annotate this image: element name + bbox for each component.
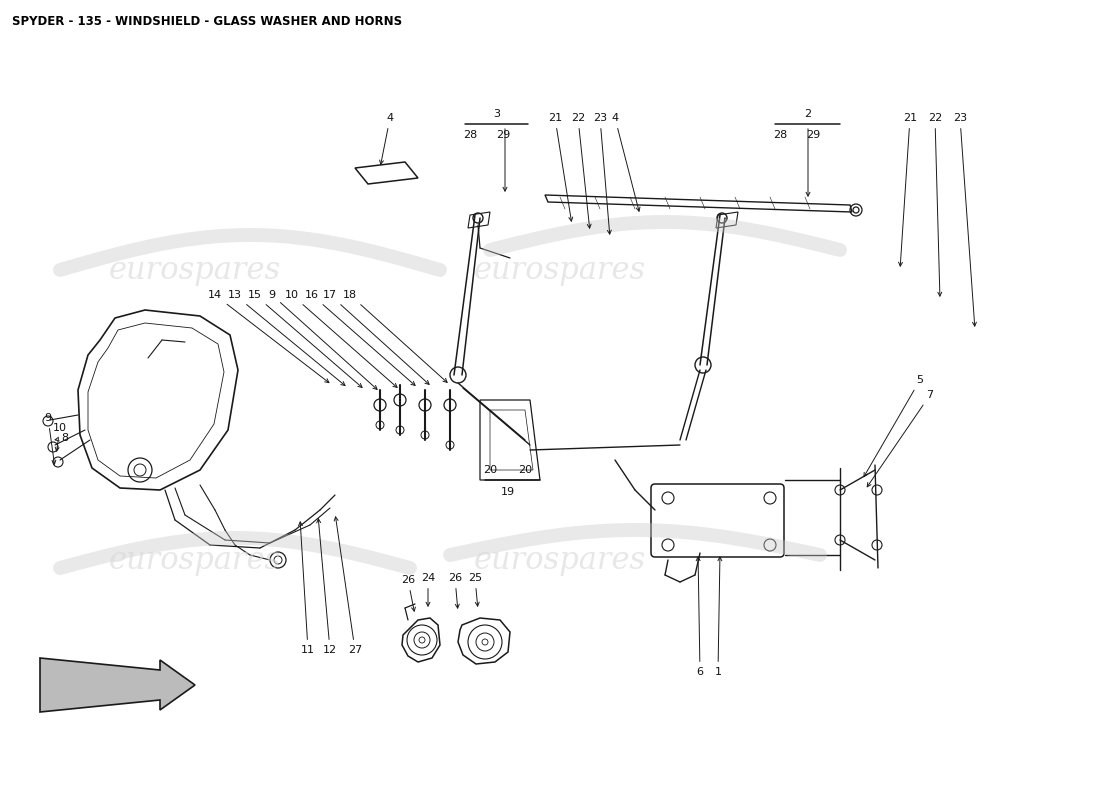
Text: SPYDER - 135 - WINDSHIELD - GLASS WASHER AND HORNS: SPYDER - 135 - WINDSHIELD - GLASS WASHER…: [12, 15, 403, 28]
Text: 24: 24: [421, 573, 436, 606]
Text: 7: 7: [867, 390, 934, 487]
Text: 18: 18: [343, 290, 447, 382]
Text: 22: 22: [928, 113, 942, 296]
Text: 10: 10: [53, 423, 67, 451]
Text: 23: 23: [593, 113, 612, 234]
Text: 20: 20: [518, 465, 532, 475]
Text: 8: 8: [55, 433, 68, 443]
Text: eurospares: eurospares: [109, 545, 282, 575]
Text: 26: 26: [400, 575, 416, 611]
Text: 10: 10: [285, 290, 397, 387]
Text: 16: 16: [305, 290, 415, 386]
Text: eurospares: eurospares: [109, 254, 282, 286]
Text: eurospares: eurospares: [474, 254, 646, 286]
Text: 2: 2: [804, 109, 812, 119]
Text: 21: 21: [899, 113, 917, 266]
Text: 9: 9: [44, 413, 56, 464]
Text: 28: 28: [773, 130, 788, 140]
Text: 14: 14: [208, 290, 329, 382]
Text: 17: 17: [323, 290, 429, 385]
Text: 29: 29: [496, 130, 510, 140]
Text: 15: 15: [248, 290, 362, 387]
Text: 11: 11: [298, 522, 315, 655]
Text: 28: 28: [463, 130, 477, 140]
Text: 13: 13: [228, 290, 345, 386]
Text: 21: 21: [548, 113, 573, 221]
Text: 1: 1: [715, 557, 722, 677]
Text: 29: 29: [806, 130, 821, 140]
Text: 4: 4: [379, 113, 394, 164]
Text: 19: 19: [500, 487, 515, 497]
Text: 3: 3: [494, 109, 501, 119]
Text: 6: 6: [696, 557, 704, 677]
Text: 20: 20: [483, 465, 497, 475]
Text: 23: 23: [953, 113, 977, 326]
Text: 22: 22: [571, 113, 591, 228]
Text: 12: 12: [317, 519, 337, 655]
Text: 4: 4: [612, 113, 640, 211]
Text: 27: 27: [334, 517, 362, 655]
Text: eurospares: eurospares: [474, 545, 646, 575]
Text: 26: 26: [448, 573, 462, 608]
Text: 9: 9: [268, 290, 377, 390]
Text: 5: 5: [864, 375, 924, 477]
Polygon shape: [40, 658, 195, 712]
Text: 25: 25: [468, 573, 482, 606]
